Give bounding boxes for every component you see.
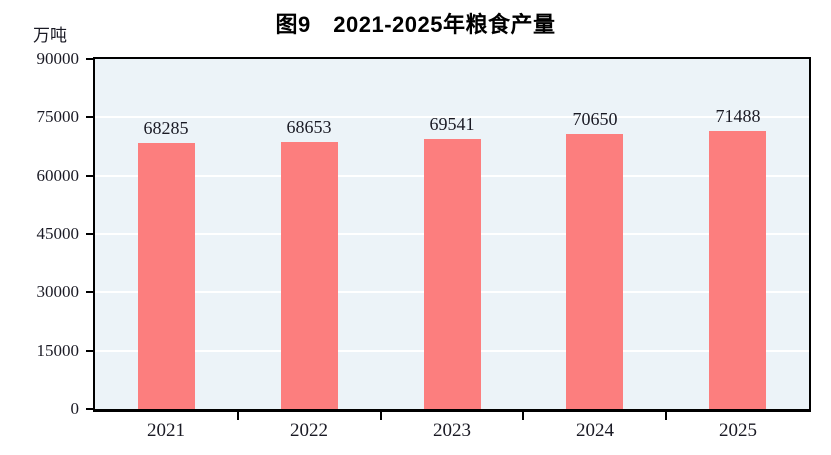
x-axis-tick-label: 2024 <box>576 420 614 441</box>
x-axis-tick-label: 2025 <box>719 420 757 441</box>
y-axis-tick <box>86 350 93 352</box>
y-axis-tick <box>86 58 93 60</box>
y-axis-tick-label: 0 <box>70 399 80 418</box>
bar-value-label: 69541 <box>429 114 475 134</box>
x-axis-tick-label: 2022 <box>290 420 328 441</box>
bar <box>566 134 623 409</box>
y-axis-tick <box>86 175 93 177</box>
x-axis-tick <box>522 412 524 420</box>
bar-value-label: 71488 <box>715 106 761 126</box>
bar <box>709 131 766 409</box>
x-axis-tick <box>380 412 382 420</box>
y-axis-tick <box>86 408 93 410</box>
y-axis-tick <box>86 291 93 293</box>
x-axis-tick <box>237 412 239 420</box>
x-axis-tick-label: 2021 <box>147 420 185 441</box>
bar <box>281 142 338 409</box>
y-axis-labels: 0 15000 30000 45000 60000 75000 90000 <box>0 0 85 455</box>
y-axis-tick-label: 15000 <box>36 341 80 360</box>
y-axis-tick-label: 60000 <box>36 166 80 185</box>
bar-value-label: 68285 <box>143 118 189 138</box>
bar <box>138 143 195 409</box>
x-axis-labels: 2021 2022 2023 2024 2025 <box>95 419 809 449</box>
x-axis-tick-label: 2023 <box>433 420 471 441</box>
bar <box>424 139 481 409</box>
y-axis-unit-label: 万吨 <box>33 26 67 45</box>
chart-title: 图9 2021-2025年粮食产量 <box>275 12 556 37</box>
bar-value-label: 70650 <box>572 109 618 129</box>
y-axis-tick-label: 75000 <box>36 107 80 126</box>
y-axis-tick-label: 90000 <box>36 49 80 68</box>
y-axis-tick <box>86 116 93 118</box>
plot-area: 68285 68653 69541 70650 71488 <box>86 57 811 420</box>
x-axis-tick <box>665 412 667 420</box>
y-axis-tick-label: 30000 <box>36 282 80 301</box>
grid-line <box>95 116 809 118</box>
bar-value-label: 68653 <box>286 117 332 137</box>
y-axis-tick-label: 45000 <box>36 224 80 243</box>
y-axis-tick <box>86 233 93 235</box>
